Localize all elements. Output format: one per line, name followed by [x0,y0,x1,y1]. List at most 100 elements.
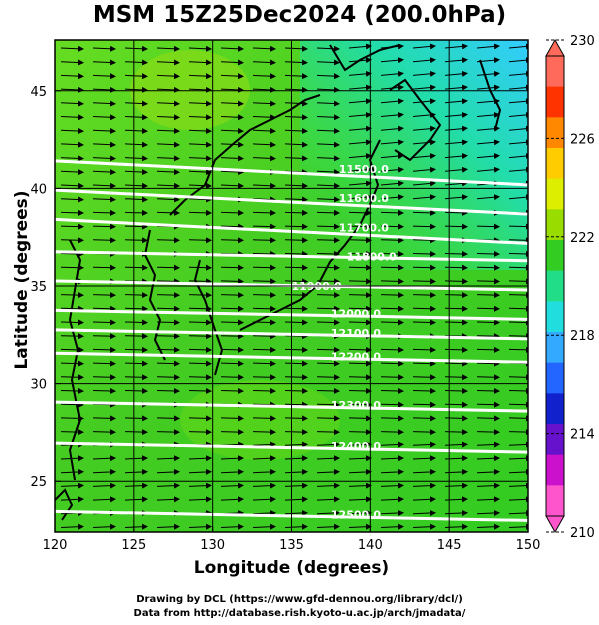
y-axis-ticks: 25 30 35 40 45 [30,85,61,490]
wind-arrow [380,415,404,422]
wind-arrow [124,114,148,121]
wind-arrow [188,496,212,503]
wind-arrow [412,43,436,50]
wind-arrow [284,346,308,353]
wind-arrow [380,43,404,50]
wind-arrow [188,360,212,367]
wind-arrow [92,45,116,52]
wind-arrow [220,223,244,230]
wind-arrow [476,333,500,340]
wind-arrow [348,98,372,105]
wind-arrow [188,45,212,52]
wind-arrow [252,141,276,148]
wind-arrow [380,194,404,201]
wind-arrow [220,374,244,381]
wind-arrow [60,264,84,271]
wind-arrow [156,415,180,422]
wind-arrow [348,264,372,271]
wind-arrow [412,125,436,132]
wind-arrow [252,374,276,381]
wind-arrow [348,125,372,132]
wind-arrow [380,305,404,312]
wind-arrow [380,401,404,408]
wind-arrow [188,114,212,121]
wind-arrow [380,237,404,244]
wind-arrow [92,100,116,107]
wind-arrow [476,264,500,271]
wind-arrow [188,482,212,489]
wind-arrow [92,169,116,176]
wind-arrow [60,292,84,299]
wind-arrow [188,237,212,244]
wind-arrow [284,155,308,162]
y-tick-label: 35 [30,280,47,295]
wind-arrow [316,100,340,107]
wind-arrow [252,319,276,326]
contour-label: 12100.0 [331,327,381,340]
wind-arrow [348,387,372,394]
wind-arrow [476,166,500,173]
wind-arrow [476,401,500,408]
wind-arrow [316,59,340,66]
wind-arrow [284,223,308,230]
contour-line [55,217,528,245]
wind-arrow [284,441,308,448]
wind-arrow [476,153,500,160]
wind-arrow [156,292,180,299]
wind-arrow [412,57,436,64]
colorbar-segment [546,209,564,241]
wind-arrow [284,305,308,312]
x-tick-label: 135 [279,538,304,553]
x-tick-label: 130 [200,538,225,553]
colorbar-frame [545,55,565,517]
wind-arrow [316,415,340,422]
wind-arrow [412,237,436,244]
wind-arrow [284,100,308,107]
wind-arrow [156,305,180,312]
wind-arrow [252,155,276,162]
wind-arrow [92,415,116,422]
wind-arrow [476,43,500,50]
wind-arrow [444,278,468,285]
wind-arrow [476,98,500,105]
colorbar-segment [546,362,564,394]
wind-arrow [124,360,148,367]
wind-arrow [156,59,180,66]
wind-arrow [380,319,404,326]
wind-arrow [284,45,308,52]
wind-arrow [220,100,244,107]
warm-patch [130,50,250,130]
wind-arrow [380,292,404,299]
wind-arrow [220,237,244,244]
wind-arrow [348,57,372,64]
wind-arrow [156,278,180,285]
wind-arrow [348,510,372,517]
wind-arrow [444,346,468,353]
wind-arrow [252,127,276,134]
wind-arrow [252,468,276,475]
wind-arrow [124,209,148,216]
wind-arrow [412,401,436,408]
wind-arrow [92,429,116,436]
wind-arrow [220,305,244,312]
wind-arrow [348,166,372,173]
wind-arrow [124,482,148,489]
wind-arrow [156,523,180,530]
wind-arrow [92,237,116,244]
wind-arrow [380,70,404,77]
wind-arrow [92,305,116,312]
wind-arrow [476,70,500,77]
colorbar-label: 222 [570,231,595,246]
x-axis-label: Longitude (degrees) [193,558,390,578]
wind-arrow [156,86,180,93]
wind-arrow [188,278,212,285]
colorbar-segment [546,270,564,302]
wind-arrow [252,429,276,436]
wind-arrow [316,360,340,367]
wind-arrow [92,319,116,326]
wind-arrow [124,86,148,93]
wind-arrow [188,292,212,299]
wind-arrow [92,114,116,121]
wind-arrow [124,45,148,52]
wind-arrow [316,401,340,408]
